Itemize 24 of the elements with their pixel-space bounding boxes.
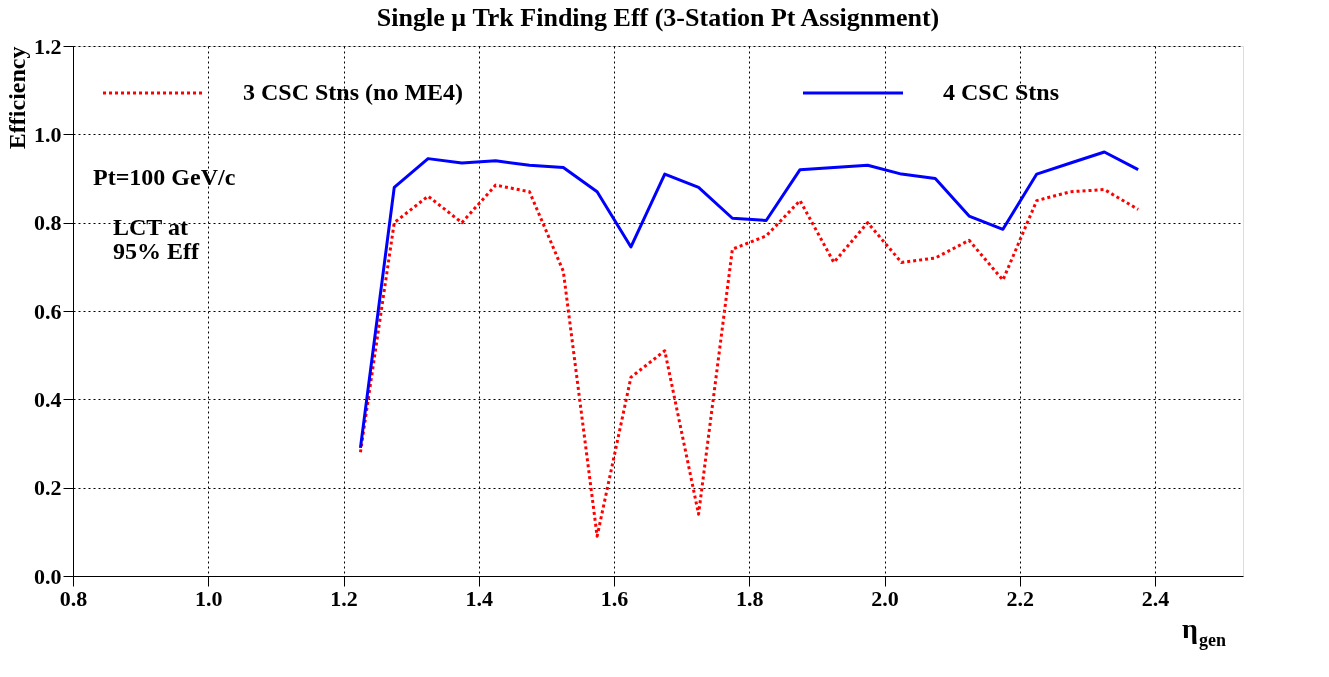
x-tick-label: 1.6	[600, 585, 629, 611]
annotation: LCT at 95% Eff	[113, 214, 200, 264]
y-tick-label: 0.2	[34, 475, 62, 501]
x-tick-label: 2.2	[1006, 585, 1035, 611]
x-tick-label: 1.8	[736, 585, 764, 611]
y-tick-label: 0.0	[34, 563, 62, 589]
line-series	[358, 150, 1140, 450]
y-tick-label: 1.2	[34, 33, 62, 59]
y-tick-label: 0.8	[34, 210, 62, 236]
x-tick-label: 0.8	[59, 585, 88, 611]
legend-label: 3 CSC Stns (no ME4)	[243, 79, 464, 105]
y-tick-label: 1.0	[34, 121, 62, 147]
x-tick-label: 1.2	[330, 585, 358, 611]
y-tick-label: 0.4	[34, 386, 62, 412]
y-tick-label: 0.6	[34, 298, 62, 324]
line-series	[358, 183, 1140, 538]
x-tick-label: 2.0	[871, 585, 899, 611]
legend-label: 4 CSC Stns	[943, 79, 1060, 105]
x-tick-label: 1.0	[195, 585, 223, 611]
x-tick-label: 2.4	[1141, 585, 1170, 611]
chart-title: Single μ Trk Finding Eff (3-Station Pt Assignment)	[376, 3, 940, 32]
x-tick-label: 1.4	[465, 585, 494, 611]
y-axis-title: Efficiency	[4, 46, 30, 150]
annotation: Pt=100 GeV/c	[93, 164, 236, 190]
